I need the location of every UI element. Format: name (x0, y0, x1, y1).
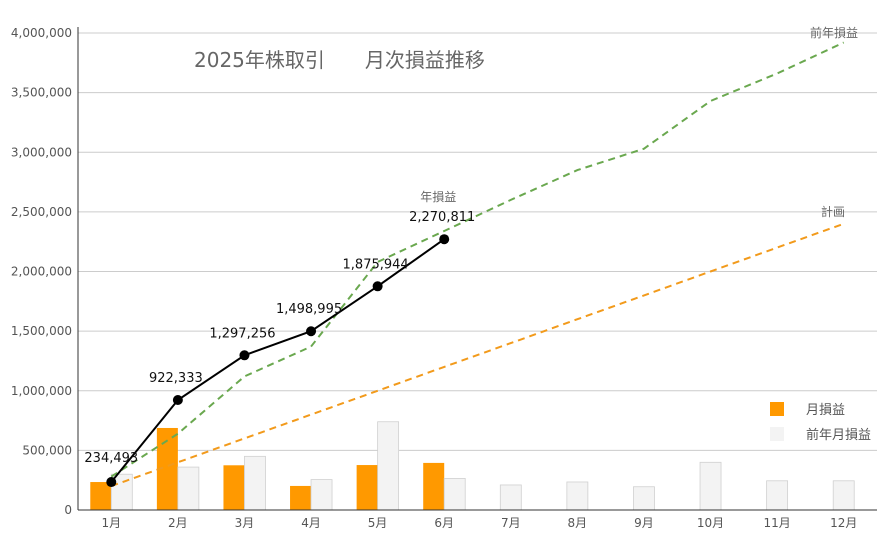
bar-monthly-pl (156, 427, 178, 510)
axes (77, 27, 877, 511)
series-label-prev-year: 前年損益 (810, 25, 858, 40)
bar-prev-year-monthly-pl (310, 479, 333, 511)
legend-label-prev-year-monthly-pl: 前年月損益 (806, 427, 871, 443)
y-tick-label: 500,000 (22, 443, 72, 457)
x-tick-label: 1月 (101, 516, 121, 530)
x-tick-label: 4月 (301, 516, 321, 530)
y-tick-label: 2,500,000 (11, 205, 72, 219)
series-label-plan: 計画 (821, 204, 845, 219)
bar-monthly-pl (290, 485, 312, 510)
bar-prev-year-monthly-pl (566, 481, 589, 511)
chart-title: 2025年株取引 月次損益推移 (194, 48, 485, 72)
bar-prev-year-monthly-pl (177, 466, 200, 511)
cumulative-pl-point (306, 326, 317, 337)
cumulative-pl-data-label: 1,498,995 (276, 302, 342, 317)
bar-prev-year-monthly-pl (443, 477, 466, 511)
x-tick-label: 10月 (697, 516, 724, 530)
cumulative-pl-point (439, 234, 450, 245)
bar-monthly-pl (356, 465, 378, 510)
bar-prev-year-monthly-pl (244, 455, 266, 511)
bar-monthly-pl (423, 462, 445, 510)
series-label-cumulative: 年損益 (420, 189, 456, 204)
bar-prev-year-monthly-pl (633, 486, 655, 511)
bars (90, 421, 855, 511)
x-tick-label: 3月 (235, 516, 255, 530)
y-tick-label: 2,000,000 (11, 265, 72, 279)
bar-prev-year-monthly-pl (499, 484, 522, 511)
bar-monthly-pl (90, 482, 112, 510)
cumulative-pl-point (372, 281, 383, 292)
x-tick-label: 2月 (168, 516, 188, 530)
cumulative-pl-data-label: 1,297,256 (209, 326, 275, 341)
gridlines (78, 32, 877, 451)
cumulative-pl-point (106, 477, 117, 488)
cumulative-pl-point (172, 395, 183, 406)
y-axis-ticks: 0 500,000 1,000,000 1,500,000 2,000,000 2,500… (11, 26, 72, 517)
x-tick-label: 9月 (634, 516, 654, 530)
bar-prev-year-monthly-pl (699, 461, 722, 511)
y-tick-label: 3,000,000 (11, 145, 72, 159)
prev-year-cumulative-line (110, 41, 845, 478)
plan-line (110, 222, 845, 488)
cumulative-pl-data-label: 2,270,811 (409, 210, 475, 225)
cumulative-pl-data-label: 1,875,944 (343, 257, 409, 272)
x-tick-label: 8月 (568, 516, 588, 530)
y-tick-label: 1,000,000 (11, 384, 72, 398)
x-tick-label: 5月 (368, 516, 388, 530)
y-tick-label: 0 (64, 503, 72, 517)
bar-prev-year-monthly-pl (377, 421, 400, 511)
x-axis-ticks: 1月 2月 3月 4月 5月 6月 7月 8月 9月 10月 11月 12月 (101, 516, 857, 530)
cumulative-pl-data-label: 234,493 (84, 451, 138, 466)
y-tick-label: 1,500,000 (11, 324, 72, 338)
cumulative-pl-line (110, 238, 445, 483)
bar-monthly-pl (223, 465, 245, 510)
bar-prev-year-monthly-pl (832, 480, 855, 511)
cumulative-pl-data-label: 922,333 (149, 371, 203, 386)
y-tick-label: 3,500,000 (11, 86, 72, 100)
legend-swatch-monthly-pl (770, 402, 784, 416)
y-tick-label: 4,000,000 (11, 26, 72, 40)
bar-prev-year-monthly-pl (766, 480, 789, 511)
x-tick-label: 12月 (830, 516, 857, 530)
legend-swatch-prev-year-monthly-pl (770, 427, 784, 441)
legend-label-monthly-pl: 月損益 (806, 403, 845, 418)
cumulative-pl-point (239, 350, 250, 361)
x-tick-label: 6月 (434, 516, 454, 530)
x-tick-label: 11月 (763, 516, 790, 530)
x-tick-label: 7月 (501, 516, 521, 530)
